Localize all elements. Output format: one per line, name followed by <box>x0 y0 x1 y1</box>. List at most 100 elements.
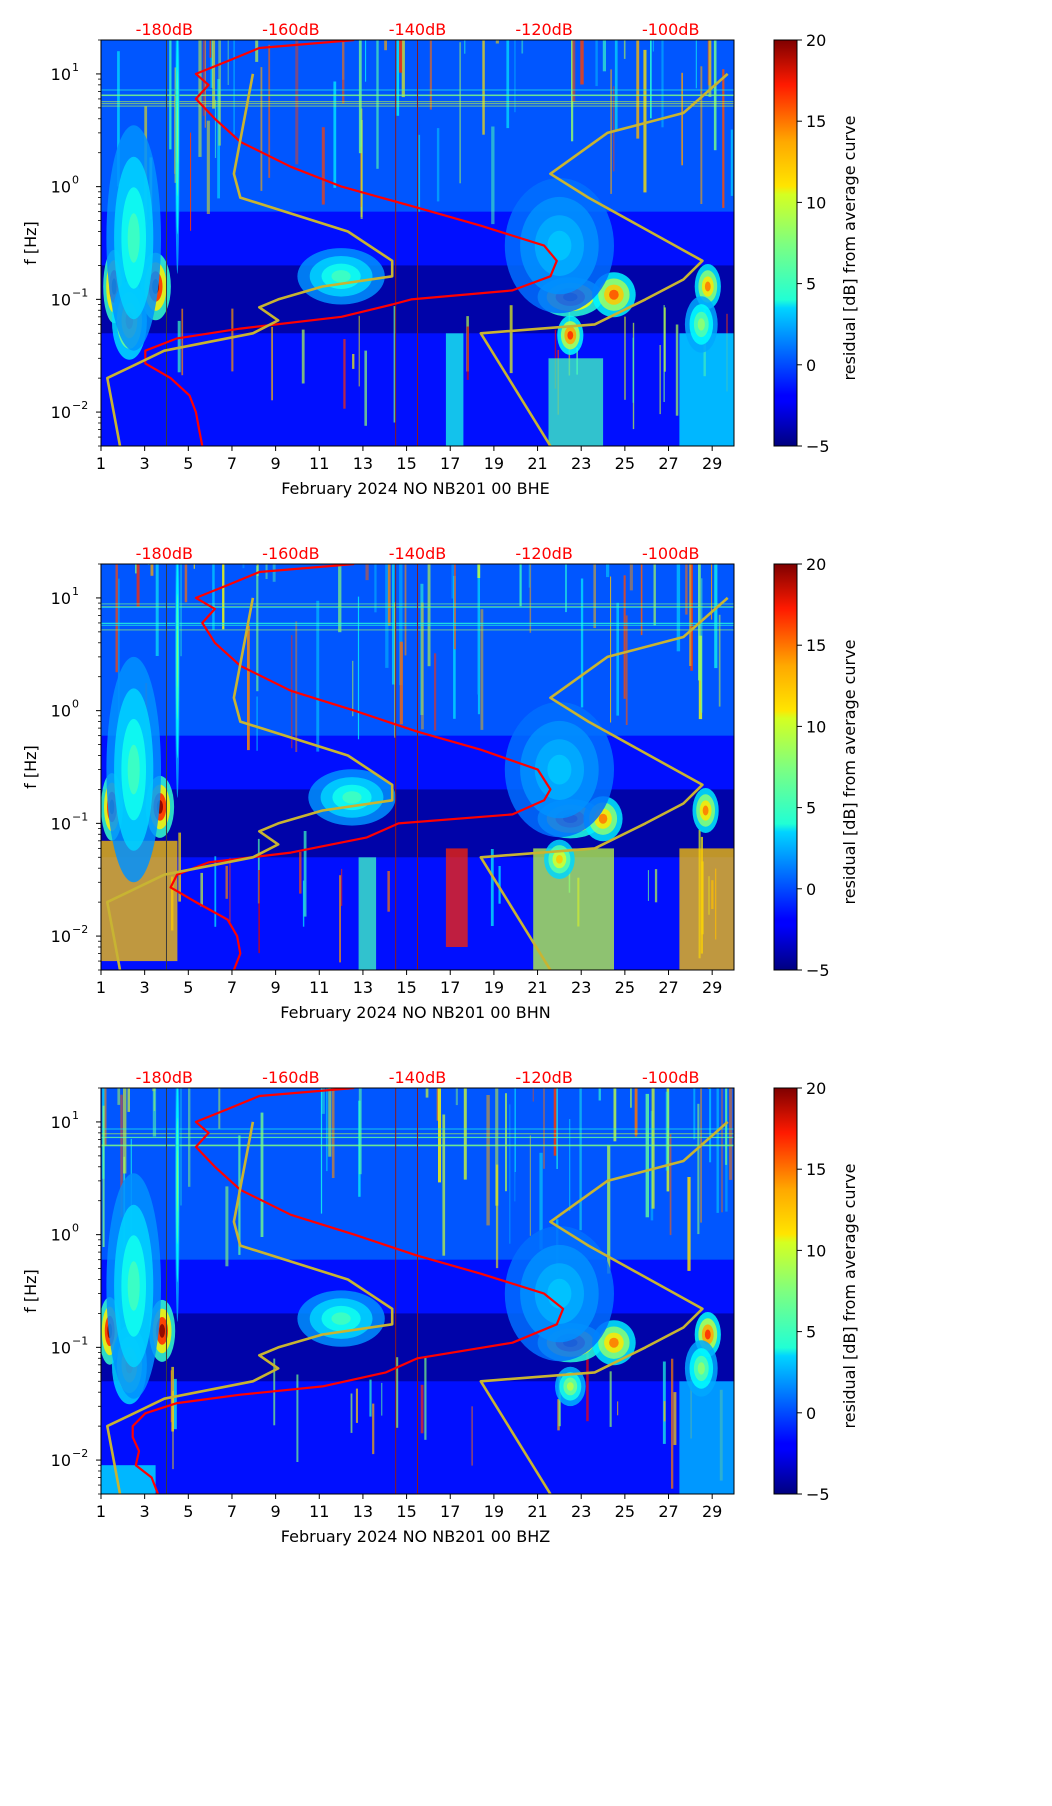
spectral-streak <box>358 315 360 387</box>
spectral-streak <box>695 40 697 89</box>
y-tick-label: 10 <box>51 178 71 197</box>
spectral-streak <box>420 583 424 715</box>
spectral-streak <box>393 306 396 423</box>
spectral-streak <box>299 852 302 894</box>
colorbar-tick-label: 10 <box>806 1241 826 1260</box>
spectral-streak <box>471 1406 473 1466</box>
y-tick-label: 10 <box>51 702 71 721</box>
x-tick-label: 13 <box>353 454 373 473</box>
spectral-streak <box>716 1088 719 1213</box>
energy-blob <box>127 744 140 795</box>
spectral-streak <box>333 81 337 188</box>
energy-blob <box>176 101 178 164</box>
top-axis-db-label: -120dB <box>515 544 572 563</box>
spectral-streak <box>571 40 574 142</box>
spectral-streak <box>700 66 703 204</box>
spectral-streak <box>303 831 307 917</box>
spectral-streak <box>365 564 369 581</box>
spectral-streak <box>451 564 455 599</box>
x-tick-label: 5 <box>183 1502 193 1521</box>
spectral-streak <box>225 1186 229 1267</box>
top-axis-db-label: -180dB <box>136 544 193 563</box>
spectral-streak <box>357 596 360 740</box>
spectral-streak <box>212 564 215 630</box>
spectral-streak <box>338 564 342 633</box>
spectral-streak <box>730 129 733 196</box>
spectral-streak <box>607 1145 611 1274</box>
spectral-streak <box>372 1403 375 1455</box>
spectral-streak <box>529 564 532 633</box>
spectral-streak <box>701 578 703 713</box>
spectral-streak <box>352 354 355 369</box>
x-tick-label: 19 <box>484 978 504 997</box>
colorbar-tick-label: −5 <box>806 437 830 456</box>
energy-blob <box>704 281 711 292</box>
spectral-streak <box>117 51 120 187</box>
spectral-streak <box>209 40 212 58</box>
spectral-streak <box>659 345 661 415</box>
spectral-streak <box>260 1112 264 1237</box>
x-tick-label: 7 <box>227 1502 237 1521</box>
colorbar-tick-label: 0 <box>806 880 816 899</box>
spectral-streak <box>506 40 510 129</box>
colorbar-tick-label: 20 <box>806 1079 826 1098</box>
spectral-streak <box>565 564 567 613</box>
spectral-streak <box>302 880 305 927</box>
colorbar-label: residual [dB] from average curve <box>840 116 859 381</box>
spectral-streak <box>681 72 683 166</box>
top-axis-db-label: -100dB <box>642 1068 699 1087</box>
spectral-streak <box>509 305 513 374</box>
spectral-streak <box>212 40 216 109</box>
spectral-streak <box>127 1088 130 1112</box>
spectral-streak <box>218 40 221 146</box>
spectral-streak <box>616 602 619 716</box>
x-tick-label: 17 <box>440 1502 460 1521</box>
spectral-streak <box>663 307 666 372</box>
x-tick-label: 21 <box>527 454 547 473</box>
x-tick-label: 29 <box>702 454 722 473</box>
energy-blob <box>702 805 709 816</box>
y-axis-label: f [Hz] <box>21 221 40 265</box>
spectral-streak <box>491 126 495 225</box>
spectral-streak <box>427 564 431 667</box>
spectral-streak <box>231 308 234 372</box>
y-tick-exponent: −2 <box>72 1447 88 1460</box>
spectral-streak <box>404 564 407 656</box>
spectral-streak <box>652 40 654 52</box>
spectral-streak <box>399 564 403 686</box>
spectral-streak <box>181 308 184 376</box>
y-tick-label: 10 <box>51 1338 71 1357</box>
spectral-streak <box>625 615 628 725</box>
x-tick-label: 21 <box>527 1502 547 1521</box>
spectral-streak <box>342 40 345 104</box>
y-tick-exponent: 1 <box>72 1109 79 1122</box>
spectral-streak <box>424 1356 427 1440</box>
spectral-streak <box>256 565 259 692</box>
spectral-streak <box>569 1119 571 1211</box>
x-tick-label: 27 <box>658 978 678 997</box>
spectral-streak <box>630 1088 632 1108</box>
spectral-streak <box>387 871 390 912</box>
spectral-streak <box>623 575 626 699</box>
spectral-streak <box>617 1401 619 1416</box>
spectral-streak <box>387 564 391 626</box>
spectral-streak <box>709 1088 712 1163</box>
noise-band <box>358 857 377 970</box>
x-tick-label: 1 <box>96 978 106 997</box>
nlnm-curve <box>106 73 394 446</box>
spectral-streak <box>396 40 400 116</box>
spectral-streak <box>123 1088 127 1174</box>
spectral-streak <box>673 1392 677 1445</box>
spectral-streak <box>247 626 250 751</box>
spectral-streak <box>464 40 466 54</box>
energy-blob <box>598 813 608 824</box>
spectral-streak <box>495 1088 499 1206</box>
x-tick-label: 27 <box>658 454 678 473</box>
spectral-streak <box>613 1088 617 1142</box>
spectral-streak <box>120 1094 123 1218</box>
y-tick-label: 10 <box>51 927 71 946</box>
spectral-streak <box>420 1384 424 1434</box>
colorbar-tick-label: 15 <box>806 636 826 655</box>
y-tick-label: 10 <box>51 589 71 608</box>
